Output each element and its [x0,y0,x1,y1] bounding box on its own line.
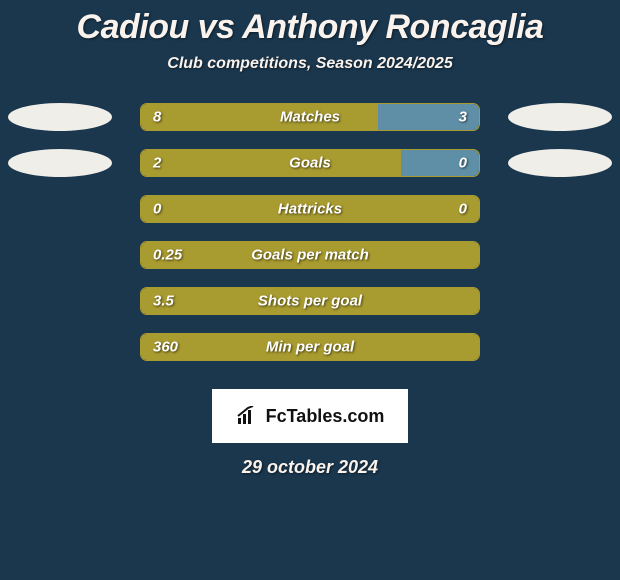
stat-label: Matches [280,109,340,126]
stat-bar: 3.5 Shots per goal [140,287,480,315]
stat-left-value: 8 [153,109,161,126]
stat-left-value: 2 [153,155,161,172]
stat-label: Hattricks [278,201,342,218]
stat-label: Shots per goal [258,293,362,310]
stat-bar: 360 Min per goal [140,333,480,361]
stat-bar: 2 Goals 0 [140,149,480,177]
stat-row: 0.25 Goals per match [0,241,620,269]
branding-badge: FcTables.com [212,389,408,443]
stat-bar-left [141,150,401,176]
date-label: 29 october 2024 [242,457,378,478]
club-logo-left [8,103,112,131]
stat-right-value: 0 [459,201,467,218]
stat-row: 0 Hattricks 0 [0,195,620,223]
page-title: Cadiou vs Anthony Roncaglia [77,8,544,47]
club-logo-right [508,149,612,177]
stat-left-value: 0.25 [153,247,182,264]
stat-left-value: 0 [153,201,161,218]
stat-label: Min per goal [266,339,354,356]
stat-row: 360 Min per goal [0,333,620,361]
stat-bar-left [141,104,378,130]
chart-icon [236,406,260,426]
comparison-infographic: Cadiou vs Anthony Roncaglia Club competi… [0,0,620,580]
stat-row: 3.5 Shots per goal [0,287,620,315]
stat-left-value: 3.5 [153,293,174,310]
stat-right-value: 3 [459,109,467,126]
stat-row: 2 Goals 0 [0,149,620,177]
stat-bar: 0 Hattricks 0 [140,195,480,223]
branding-text: FcTables.com [266,406,385,427]
stat-left-value: 360 [153,339,178,356]
club-logo-right [508,103,612,131]
stat-right-value: 0 [459,155,467,172]
club-logo-left [8,149,112,177]
page-subtitle: Club competitions, Season 2024/2025 [167,55,452,73]
stat-bar-right [401,150,479,176]
stat-rows: 8 Matches 3 2 Goals 0 0 Hattricks 0 0.25 Goals per… [0,103,620,379]
stat-bar: 8 Matches 3 [140,103,480,131]
stat-label: Goals [289,155,331,172]
stat-bar: 0.25 Goals per match [140,241,480,269]
stat-row: 8 Matches 3 [0,103,620,131]
stat-label: Goals per match [251,247,369,264]
